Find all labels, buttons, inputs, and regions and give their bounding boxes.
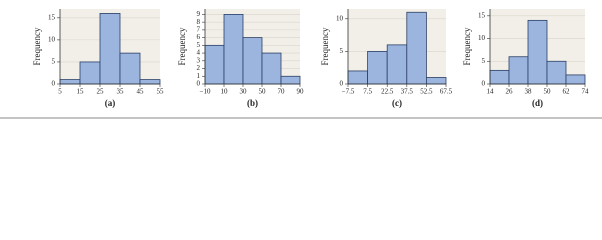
y-axis-label: Frequency [320, 27, 330, 65]
y-tick-label: 5 [52, 58, 56, 66]
bar [406, 11, 427, 85]
y-tick-label: 10 [48, 35, 56, 43]
x-tick-label: 50 [544, 88, 552, 96]
y-tick-label: 7 [197, 25, 201, 33]
panel-caption: (a) [105, 98, 116, 108]
bar [139, 79, 161, 85]
y-axis-label: Frequency [177, 27, 187, 65]
y-tick-label: 3 [197, 56, 201, 64]
bar [242, 37, 263, 85]
bar [508, 56, 529, 85]
x-tick-label: 55 [157, 88, 165, 96]
x-tick-label: 38 [525, 88, 533, 96]
x-tick-label: 37.5 [401, 88, 414, 96]
y-tick-label: 5 [482, 57, 486, 65]
x-tick-label: 50 [259, 88, 267, 96]
x-tick-label: −10 [200, 88, 211, 96]
x-tick-label: 7.5 [363, 88, 372, 96]
bar [59, 79, 81, 85]
bar [367, 50, 388, 85]
bar [386, 44, 408, 85]
x-tick-label: 25 [97, 88, 105, 96]
y-tick-label: 0 [52, 80, 56, 88]
bar [261, 52, 282, 85]
y-tick-label: 6 [197, 33, 201, 41]
x-tick-label: 10 [221, 88, 229, 96]
x-tick-label: 52.5 [420, 88, 433, 96]
y-tick-label: 15 [48, 13, 56, 21]
y-tick-label: 0 [340, 80, 344, 88]
y-tick-label: 5 [197, 41, 201, 49]
y-tick-label: 2 [197, 64, 201, 72]
y-tick-label: 4 [197, 49, 201, 57]
x-tick-label: 90 [297, 88, 305, 96]
x-tick-label: 45 [137, 88, 145, 96]
x-tick-label: 22.5 [381, 88, 394, 96]
x-tick-label: 67.5 [440, 88, 453, 96]
x-tick-label: 70 [278, 88, 286, 96]
bar [204, 44, 225, 85]
bar [280, 75, 301, 85]
bar [223, 14, 244, 85]
y-tick-label: 0 [482, 80, 486, 88]
bar [347, 70, 369, 85]
bar [565, 74, 586, 85]
y-tick-label: 10 [478, 34, 486, 42]
bar [546, 60, 567, 85]
x-tick-label: 26 [506, 88, 514, 96]
x-tick-label: 62 [563, 88, 571, 96]
x-tick-label: 35 [117, 88, 125, 96]
x-tick-label: 30 [240, 88, 248, 96]
x-tick-label: 5 [58, 88, 62, 96]
bar [79, 61, 101, 85]
y-axis-label: Frequency [32, 27, 42, 65]
y-tick-label: 10 [336, 14, 344, 22]
bar [489, 69, 510, 85]
bar [99, 13, 121, 85]
y-tick-label: 1 [197, 72, 201, 80]
x-tick-label: 74 [582, 88, 590, 96]
bar [119, 52, 141, 85]
panel-caption: (c) [392, 98, 402, 108]
x-tick-label: −7.5 [342, 88, 355, 96]
y-tick-label: 8 [197, 18, 201, 26]
y-tick-label: 15 [478, 11, 486, 19]
y-tick-label: 9 [197, 10, 201, 18]
panel-caption: (b) [247, 98, 258, 108]
x-tick-label: 15 [77, 88, 85, 96]
x-tick-label: 14 [487, 88, 495, 96]
y-axis-label: Frequency [462, 27, 472, 65]
panel-caption: (d) [532, 98, 543, 108]
bar [425, 77, 447, 85]
bar [527, 19, 548, 85]
y-tick-label: 5 [340, 47, 344, 55]
y-tick-label: 0 [197, 80, 201, 88]
